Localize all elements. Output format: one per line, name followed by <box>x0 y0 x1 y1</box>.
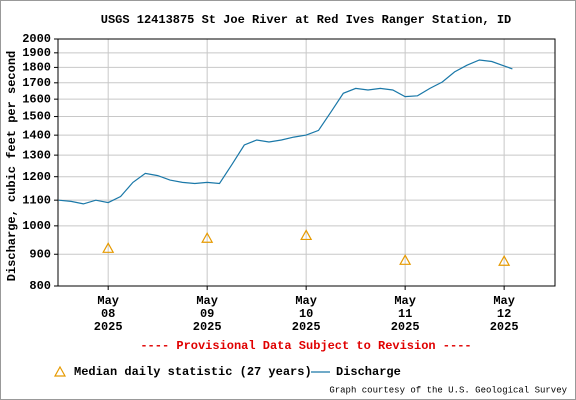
x-tick-label: May 09 2025 <box>193 294 222 334</box>
x-tick-label-line: 11 <box>398 307 412 321</box>
y-tick-label: 1500 <box>22 110 51 124</box>
legend-label: Median daily statistic (27 years) <box>74 365 312 379</box>
x-tick-label-line: 10 <box>299 307 313 321</box>
median-marker <box>201 232 214 243</box>
median-marker <box>498 254 511 266</box>
x-tick-label: May 11 2025 <box>391 294 420 334</box>
plot-border <box>57 38 556 287</box>
y-tick-label: 1700 <box>22 76 51 90</box>
y-axis-label: Discharge, cubic feet per second <box>5 51 19 281</box>
legend-label: Discharge <box>336 365 401 379</box>
discharge-line <box>58 59 513 205</box>
x-tick-label-line: 2025 <box>391 320 420 334</box>
median-marker <box>300 229 313 241</box>
y-tick-label: 2000 <box>22 32 51 46</box>
y-tick-label: 1300 <box>22 148 51 162</box>
x-tick-label-line: 08 <box>101 307 115 321</box>
y-tick-label: 800 <box>29 279 51 293</box>
chart-title: USGS 12413875 St Joe River at Red Ives R… <box>101 13 511 27</box>
x-tick-label-line: 2025 <box>193 320 222 334</box>
x-tick-label: May 10 2025 <box>292 294 321 334</box>
median-marker <box>399 254 412 265</box>
x-tick-label-line: 09 <box>200 307 214 321</box>
y-tick-label: 1600 <box>22 92 51 106</box>
y-tick-label: 900 <box>29 247 51 261</box>
x-tick-label-line: May <box>97 294 119 308</box>
y-tick-label: 1900 <box>22 46 51 60</box>
x-tick-label-line: May <box>295 294 317 308</box>
annotation: ---- Provisional Data Subject to Revisio… <box>140 339 471 353</box>
x-tick-label-line: May <box>196 294 218 308</box>
x-tick-label-line: 2025 <box>490 320 519 334</box>
x-tick-label-line: May <box>394 294 416 308</box>
x-tick-label-line: May <box>493 294 515 308</box>
x-tick-label-line: 2025 <box>292 320 321 334</box>
x-tick-label: May 08 2025 <box>94 294 123 334</box>
y-tick-label: 1800 <box>22 61 51 75</box>
median-marker <box>102 242 115 253</box>
y-tick-label: 1000 <box>22 219 51 233</box>
credit: Graph courtesy of the U.S. Geological Su… <box>329 385 567 395</box>
legend-swatch <box>53 365 67 377</box>
y-tick-label: 1100 <box>22 193 51 207</box>
x-tick-label-line: 2025 <box>94 320 123 334</box>
y-tick-label: 1200 <box>22 170 51 184</box>
x-tick-label: May 12 2025 <box>490 294 519 334</box>
x-tick-label-line: 12 <box>497 307 511 321</box>
y-tick-label: 1400 <box>22 128 51 142</box>
